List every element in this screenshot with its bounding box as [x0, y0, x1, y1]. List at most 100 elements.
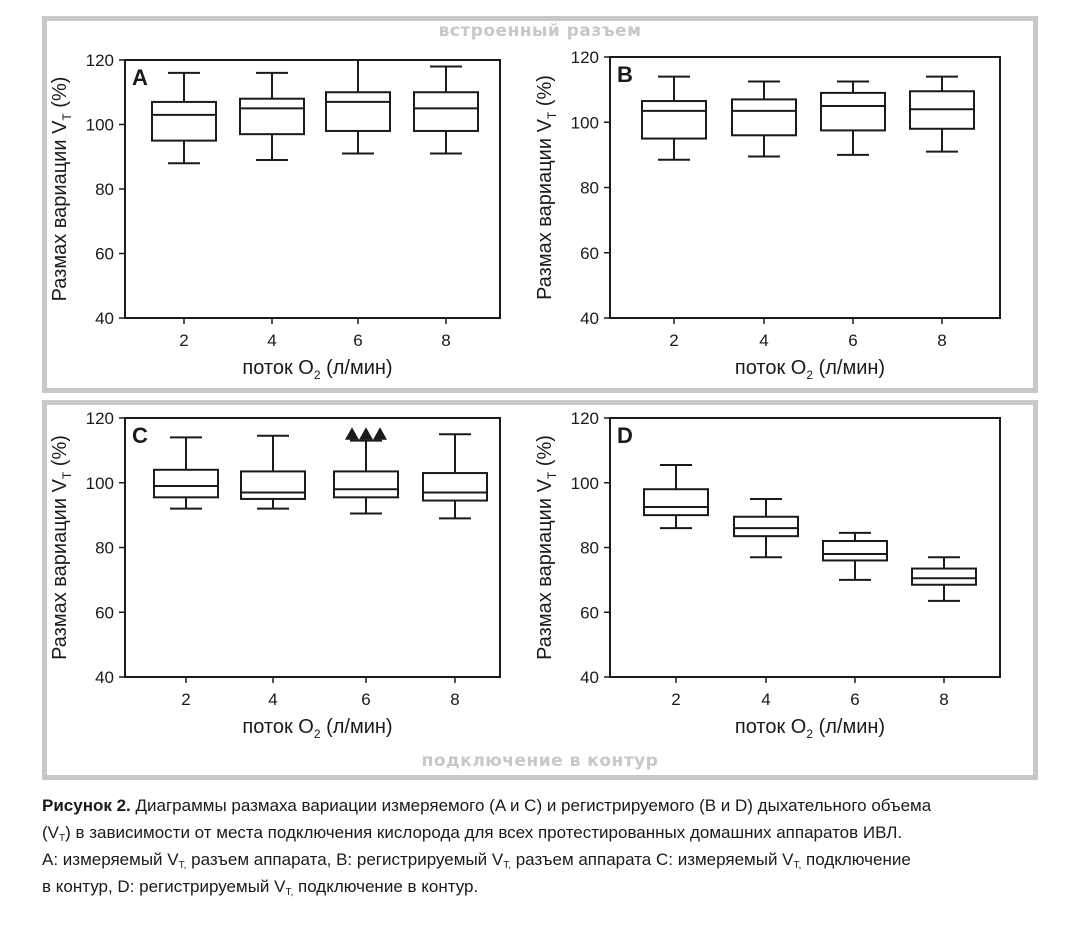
- box-iqr: [413, 91, 479, 132]
- y-tick-label: 120: [571, 48, 599, 67]
- caption-sub-4: T,: [285, 887, 294, 898]
- y-axis-label: Размах вариации VT (%): [49, 435, 74, 660]
- figure-label: Рисунок 2.: [42, 796, 131, 815]
- bottom-group-frame: [42, 400, 1038, 780]
- x-tick-label: 2: [669, 331, 678, 350]
- box-8: [909, 75, 975, 153]
- caption-text-4a: в контур, D: регистрируемый V: [42, 877, 286, 896]
- caption-sub-2: T: [59, 833, 66, 844]
- y-axis-label: Размах вариации VT (%): [49, 77, 74, 302]
- box-iqr: [822, 540, 888, 562]
- y-tick-label: 60: [580, 603, 599, 622]
- y-tick-label: 80: [95, 180, 114, 199]
- box-iqr: [325, 91, 391, 132]
- panel-letter: C: [132, 423, 148, 448]
- y-tick-label: 40: [580, 668, 599, 687]
- x-axis-label: поток O2 (л/мин): [735, 357, 885, 382]
- box-iqr: [733, 515, 799, 538]
- x-tick-label: 6: [850, 690, 859, 709]
- outlier-marker: [345, 427, 359, 440]
- box-iqr: [731, 98, 797, 137]
- top-group-label: встроенный разъем: [438, 21, 642, 41]
- box-iqr: [153, 468, 219, 499]
- box-2: [151, 71, 217, 165]
- y-tick-label: 60: [95, 245, 114, 264]
- box-6: [325, 59, 391, 155]
- panel-d: D 40 60 80 100 120 2 4 6 8 Размах вариации VT (%) п…: [534, 409, 1001, 741]
- y-tick-label: 80: [580, 179, 599, 198]
- x-tick-label: 2: [671, 690, 680, 709]
- x-tick-label: 4: [267, 331, 276, 350]
- box-iqr: [333, 470, 399, 499]
- caption-line-2: (VT) в зависимости от места подключения …: [42, 819, 1042, 846]
- y-axis-label: Размах вариации VT (%): [534, 435, 559, 660]
- figure-caption: Рисунок 2. Диаграммы размаха вариации из…: [42, 792, 1042, 900]
- x-tick-label: 8: [937, 331, 946, 350]
- caption-text-3a: А: измеряемый V: [42, 850, 179, 869]
- box-iqr: [643, 488, 709, 517]
- x-tick-label: 8: [939, 690, 948, 709]
- caption-text-2b: ) в зависимости от места подключения кис…: [65, 823, 903, 842]
- x-tick-label: 4: [268, 690, 277, 709]
- top-group-frame: [42, 16, 1038, 393]
- box-4: [733, 497, 799, 559]
- box-4: [731, 80, 797, 158]
- y-tick-label: 60: [95, 603, 114, 622]
- box-8: [413, 65, 479, 155]
- y-tick-label: 80: [580, 539, 599, 558]
- x-axis-label: поток O2 (л/мин): [242, 357, 392, 382]
- x-tick-label: 8: [450, 690, 459, 709]
- box-4: [240, 434, 306, 510]
- y-axis-label: Размах вариации VT (%): [534, 75, 559, 300]
- bottom-group-label: подключение в контур: [421, 751, 659, 771]
- x-tick-label: 2: [179, 331, 188, 350]
- panel-b: B 40 60 80 100 120 2 4 6 8 Размах вариации VT (%) п…: [534, 48, 1001, 382]
- x-axis-label: поток O2 (л/мин): [735, 716, 885, 741]
- x-tick-label: 6: [353, 331, 362, 350]
- box-iqr: [422, 472, 488, 502]
- y-tick-label: 120: [86, 51, 114, 70]
- box-2: [153, 436, 219, 510]
- x-tick-label: 6: [848, 331, 857, 350]
- caption-line-1: Рисунок 2. Диаграммы размаха вариации из…: [42, 792, 1042, 819]
- caption-line-4: в контур, D: регистрируемый VT, подключе…: [42, 873, 1042, 900]
- box-8: [422, 433, 488, 520]
- box-4: [239, 71, 305, 161]
- box-iqr: [151, 100, 217, 142]
- box-2: [643, 463, 709, 530]
- plot-frame: [124, 417, 501, 678]
- caption-line-3: А: измеряемый VT, разъем аппарата, B: ре…: [42, 846, 1042, 873]
- panel-letter: A: [132, 65, 148, 90]
- box-iqr: [820, 91, 886, 132]
- y-tick-label: 40: [580, 309, 599, 328]
- x-tick-label: 8: [441, 331, 450, 350]
- box-iqr: [240, 470, 306, 500]
- box-iqr: [911, 567, 977, 586]
- y-tick-label: 100: [86, 116, 114, 135]
- box-8: [911, 556, 977, 602]
- x-tick-label: 4: [761, 690, 770, 709]
- x-axis-label: поток O2 (л/мин): [242, 716, 392, 741]
- y-tick-label: 100: [571, 474, 599, 493]
- y-tick-label: 100: [571, 113, 599, 132]
- outlier-marker: [359, 427, 373, 440]
- caption-text-2a: (V: [42, 823, 59, 842]
- y-tick-label: 40: [95, 309, 114, 328]
- box-iqr: [641, 100, 707, 140]
- outlier-marker: [373, 427, 387, 440]
- box-iqr: [239, 97, 305, 136]
- y-tick-label: 80: [95, 539, 114, 558]
- x-tick-label: 4: [759, 331, 768, 350]
- box-6: [820, 80, 886, 156]
- x-tick-label: 6: [361, 690, 370, 709]
- caption-text-4b: подключение в контур.: [293, 877, 479, 896]
- panel-letter: B: [617, 62, 633, 87]
- plot-frame: [609, 417, 1001, 678]
- panel-c: C 40 60 80 100 120 2 4 6 8 Размах вариации VT (%) п…: [49, 409, 501, 741]
- panel-a: A 40 60 80 100 120 2 4 6 8 Размах вариации VT (%) п…: [49, 51, 501, 382]
- box-6: [822, 531, 888, 581]
- caption-text-1: Диаграммы размаха вариации измеряемого (…: [130, 796, 932, 815]
- y-tick-label: 60: [580, 244, 599, 263]
- y-tick-label: 100: [86, 474, 114, 493]
